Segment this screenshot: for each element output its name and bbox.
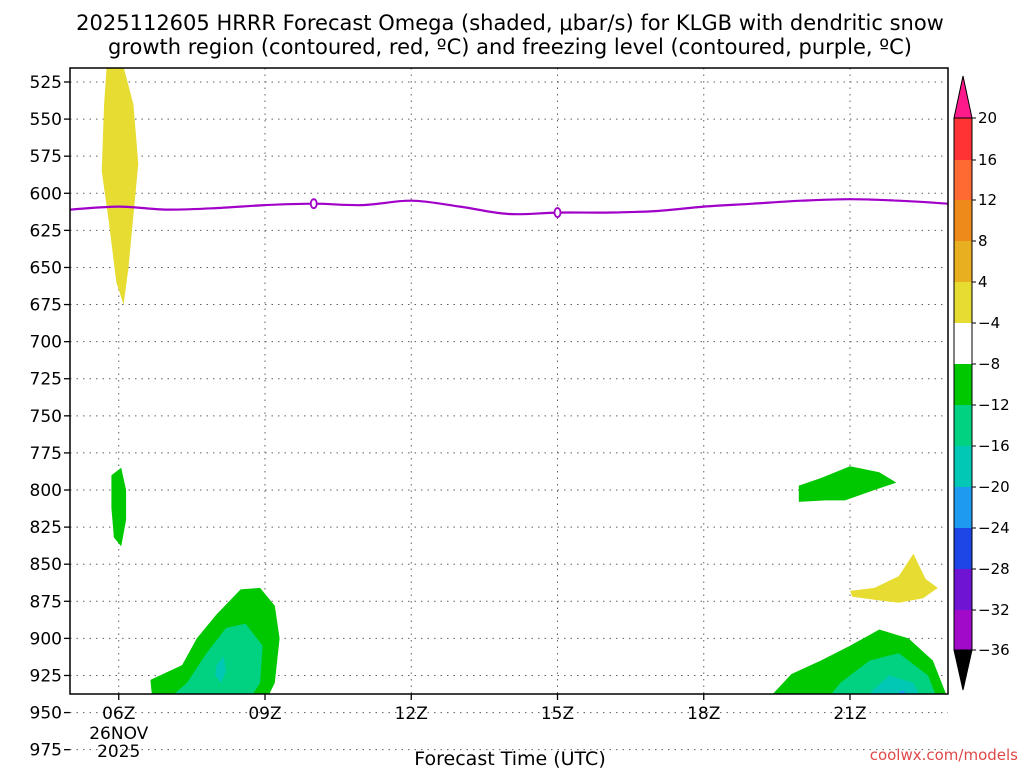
chart-title-line1: 2025112605 HRRR Forecast Omega (shaded, … — [76, 11, 944, 35]
omega-region-6 — [215, 656, 226, 683]
colorbar-label-3: 8 — [978, 232, 988, 250]
colorbar-label-11: −28 — [978, 560, 1010, 578]
y-tick-label-950: 950 — [30, 704, 62, 724]
colorbar-label-4: 4 — [978, 273, 988, 291]
colorbar-segment-11 — [954, 569, 972, 610]
colorbar-segment-1 — [954, 160, 972, 200]
omega-region-1 — [850, 553, 938, 603]
chart-title-line2: growth region (contoured, red, ºC) and f… — [108, 35, 912, 59]
x-tick-date: 26NOV — [89, 724, 148, 744]
x-tick-label-21Z: 21Z — [833, 704, 866, 724]
y-tick-label-575: 575 — [30, 147, 62, 167]
y-tick-label-750: 750 — [30, 407, 62, 427]
y-tick-label-525: 525 — [30, 73, 62, 93]
omega-shading — [101, 68, 947, 740]
colorbar-label-2: 12 — [978, 191, 997, 209]
colorbar-segment-7 — [954, 405, 972, 446]
y-tick-label-850: 850 — [30, 555, 62, 575]
x-axis-label: Forecast Time (UTC) — [414, 748, 605, 768]
y-tick-label-775: 775 — [30, 444, 62, 464]
y-tick-label-625: 625 — [30, 221, 62, 241]
colorbar-bottom-arrow — [953, 649, 973, 691]
y-tick-label-550: 550 — [30, 110, 62, 130]
pressure-axis: 525 550 575 600 625 650 675 700 725 750 775 800 825 8… — [30, 73, 70, 761]
freezing-level-line — [70, 198, 948, 216]
colorbar-label-1: 16 — [978, 151, 997, 169]
colorbar-segment-0 — [954, 118, 972, 160]
omega-region-2 — [111, 467, 127, 547]
plot-frame — [69, 67, 949, 695]
x-tick-label-15Z: 15Z — [541, 704, 574, 724]
colorbar-label-0: 20 — [978, 109, 997, 127]
omega-region-0 — [101, 68, 139, 305]
colorbar-segment-12 — [954, 610, 972, 650]
freezing-level-label-15 — [553, 207, 562, 218]
colorbar-label-8: −16 — [978, 437, 1010, 455]
omega-region-3 — [798, 466, 897, 502]
x-tick-label-09Z: 09Z — [248, 704, 281, 724]
colorbar: 20 16 12 8 4 −4 −8 −12 −16 −20 −24 −28 −32 −36 — [953, 75, 1010, 691]
x-tick-label-06Z: 06Z — [102, 704, 135, 724]
colorbar-frame — [953, 117, 973, 651]
y-tick-label-725: 725 — [30, 370, 62, 390]
colorbar-segment-3 — [954, 241, 972, 282]
y-tick-label-650: 650 — [30, 258, 62, 278]
omega-region-11 — [896, 690, 906, 694]
y-tick-label-675: 675 — [30, 296, 62, 316]
omega-region-12 — [894, 695, 904, 740]
colorbar-label-5: −4 — [978, 314, 1000, 332]
colorbar-label-9: −20 — [978, 478, 1010, 496]
y-tick-label-800: 800 — [30, 481, 62, 501]
colorbar-segment-9 — [954, 487, 972, 528]
credit-text: coolwx.com/models — [870, 746, 1018, 764]
x-tick-year: 2025 — [97, 742, 140, 762]
colorbar-segment-4 — [954, 282, 972, 323]
y-tick-label-875: 875 — [30, 592, 62, 612]
colorbar-label-10: −24 — [978, 519, 1010, 537]
colorbar-label-13: −36 — [978, 641, 1010, 659]
y-tick-label-600: 600 — [30, 184, 62, 204]
colorbar-segment-6 — [954, 364, 972, 405]
colorbar-label-6: −8 — [978, 355, 1000, 373]
freezing-level-contour — [70, 198, 948, 218]
colorbar-segment-10 — [954, 528, 972, 569]
omega-region-5 — [174, 623, 263, 694]
colorbar-segment-2 — [954, 200, 972, 241]
y-tick-label-975: 975 — [30, 741, 62, 761]
y-tick-label-700: 700 — [30, 333, 62, 353]
freezing-level-label-10 — [309, 198, 318, 210]
x-tick-label-12Z: 12Z — [395, 704, 428, 724]
y-tick-label-925: 925 — [30, 666, 62, 686]
grid-lines — [70, 68, 948, 751]
colorbar-segment-8 — [954, 446, 972, 487]
omega-region-10 — [868, 675, 919, 694]
y-tick-label-900: 900 — [30, 629, 62, 649]
x-tick-label-18Z: 18Z — [687, 704, 720, 724]
y-tick-label-825: 825 — [30, 518, 62, 538]
colorbar-label-7: −12 — [978, 396, 1010, 414]
colorbar-top-arrow — [953, 75, 973, 119]
colorbar-segment-5 — [954, 323, 972, 364]
colorbar-label-12: −32 — [978, 601, 1010, 619]
